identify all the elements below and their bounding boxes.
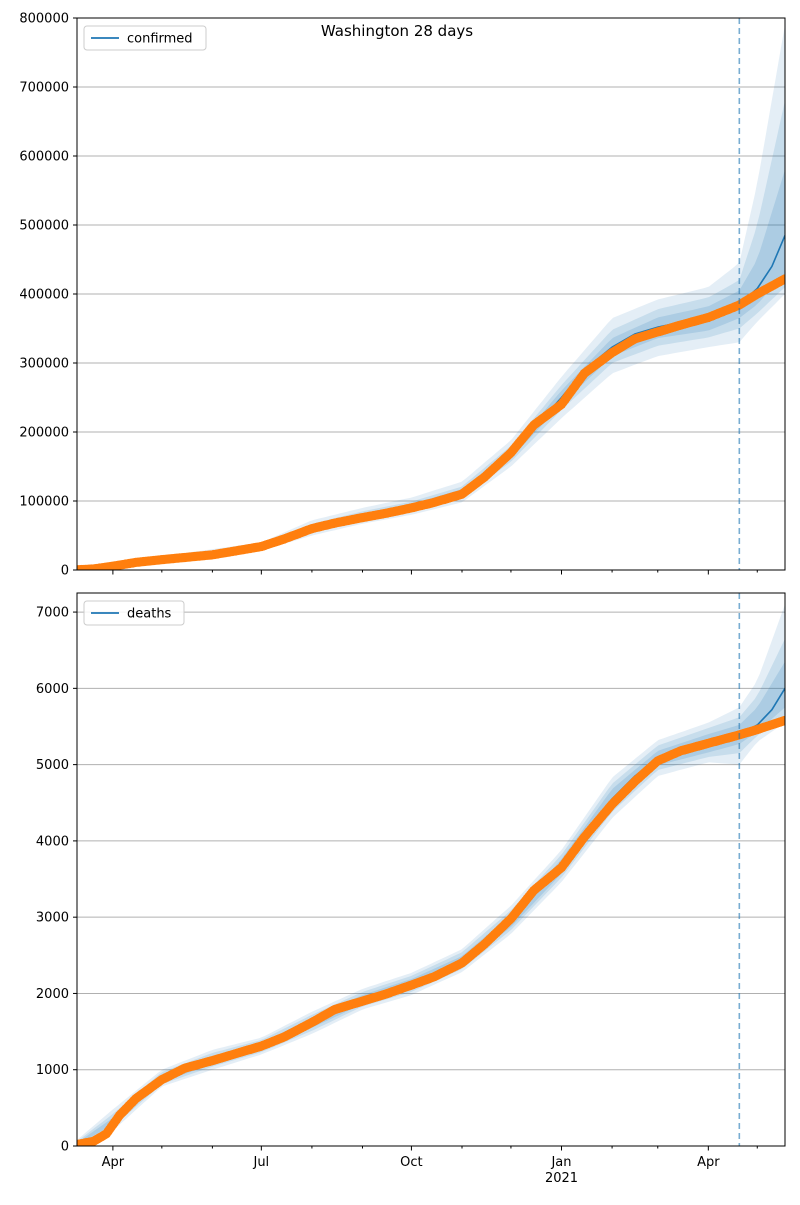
y-tick-label: 4000 xyxy=(36,834,69,849)
y-tick-label: 400000 xyxy=(19,288,69,303)
y-tick-label: 6000 xyxy=(36,682,69,697)
x-tick-label: Oct xyxy=(400,1155,422,1170)
y-tick-label: 200000 xyxy=(19,426,69,441)
y-tick-label: 700000 xyxy=(19,81,69,96)
y-tick-label: 0 xyxy=(61,564,69,579)
x-tick-label: Jul xyxy=(252,1155,269,1170)
y-tick-label: 500000 xyxy=(19,219,69,234)
x-tick-label: Apr xyxy=(697,1155,720,1170)
y-tick-label: 800000 xyxy=(19,12,69,27)
y-tick-label: 2000 xyxy=(36,987,69,1002)
legend-label: confirmed xyxy=(127,32,193,47)
observed-point xyxy=(780,274,785,284)
y-tick-label: 7000 xyxy=(36,606,69,621)
chart-title: Washington 28 days xyxy=(321,22,473,40)
legend-box xyxy=(83,25,207,51)
y-tick-label: 3000 xyxy=(36,911,69,926)
y-tick-label: 300000 xyxy=(19,357,69,372)
plot-area xyxy=(77,24,785,570)
y-tick-label: 5000 xyxy=(36,758,69,773)
y-tick-label: 600000 xyxy=(19,150,69,165)
confirmed-panel: 0 100000 200000 300000 400000 500000 600000 700… xyxy=(19,12,786,579)
x-tick-label: Jan xyxy=(550,1155,571,1170)
x-tick-label: Apr xyxy=(102,1155,125,1170)
legend-box xyxy=(83,600,185,626)
deaths-panel: 0 1000 2000 3000 4000 5000 6000 7000 Apr Jul Oct Ja… xyxy=(36,592,786,1186)
legend-label: deaths xyxy=(127,607,172,622)
y-tick-label: 100000 xyxy=(19,495,69,510)
observed-point xyxy=(780,715,785,725)
x-tick-sublabel: 2021 xyxy=(545,1171,578,1186)
y-tick-label: 0 xyxy=(61,1140,69,1155)
axes-frame xyxy=(76,592,786,1147)
y-tick-label: 1000 xyxy=(36,1063,69,1078)
plot-area xyxy=(77,604,785,1146)
